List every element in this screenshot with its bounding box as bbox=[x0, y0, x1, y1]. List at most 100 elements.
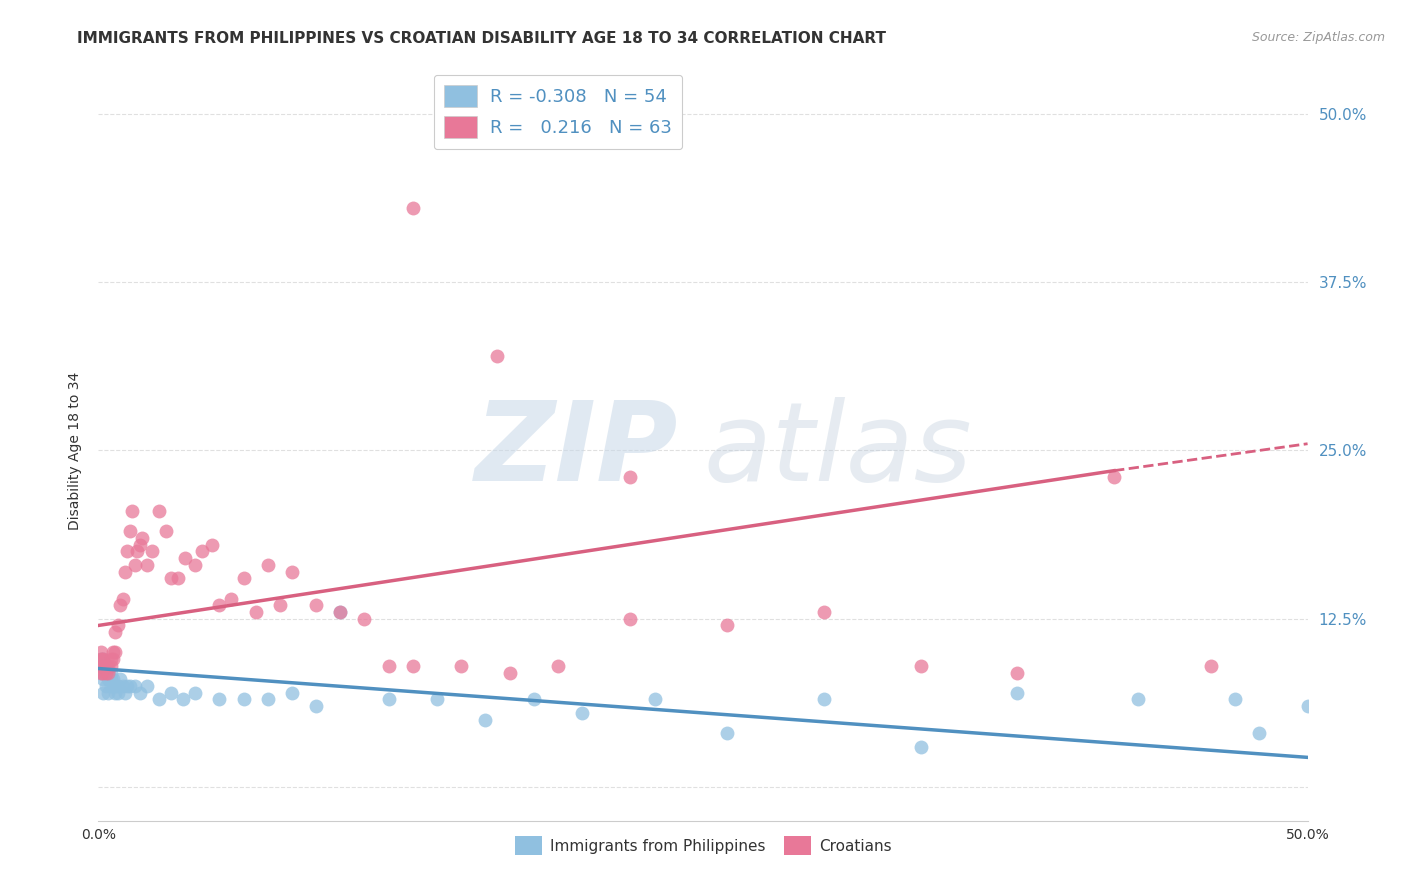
Point bbox=[91, 658, 114, 673]
Point bbox=[127, 544, 149, 558]
Point bbox=[148, 504, 170, 518]
Point bbox=[97, 673, 120, 687]
Point bbox=[101, 652, 124, 666]
Point bbox=[232, 571, 254, 585]
Point bbox=[184, 558, 207, 572]
Point bbox=[619, 612, 641, 626]
Point bbox=[94, 658, 117, 673]
Point bbox=[910, 658, 932, 673]
Y-axis label: Disability Age 18 to 34: Disability Age 18 to 34 bbox=[69, 371, 83, 530]
Text: atlas: atlas bbox=[703, 397, 972, 504]
Point bbox=[97, 658, 120, 673]
Point bbox=[191, 544, 214, 558]
Text: Source: ZipAtlas.com: Source: ZipAtlas.com bbox=[1251, 31, 1385, 45]
Point bbox=[94, 658, 117, 673]
Point bbox=[118, 679, 141, 693]
Point bbox=[155, 524, 177, 539]
Point bbox=[104, 625, 127, 640]
Point bbox=[232, 692, 254, 706]
Point bbox=[329, 605, 352, 619]
Point bbox=[94, 679, 117, 693]
Point bbox=[184, 686, 207, 700]
Point bbox=[245, 605, 267, 619]
Point bbox=[1007, 686, 1029, 700]
Point bbox=[90, 652, 112, 666]
Point bbox=[160, 686, 183, 700]
Point bbox=[117, 544, 139, 558]
Point bbox=[91, 665, 114, 680]
Point bbox=[111, 591, 134, 606]
Point bbox=[90, 645, 112, 659]
Point bbox=[104, 686, 127, 700]
Point bbox=[131, 531, 153, 545]
Text: ZIP: ZIP bbox=[475, 397, 679, 504]
Point bbox=[486, 349, 509, 363]
Point bbox=[547, 658, 569, 673]
Point bbox=[117, 679, 139, 693]
Point bbox=[1102, 470, 1125, 484]
Point bbox=[1007, 665, 1029, 680]
Point bbox=[100, 652, 122, 666]
Point bbox=[124, 558, 146, 572]
Point bbox=[107, 679, 129, 693]
Point bbox=[167, 571, 190, 585]
Point bbox=[426, 692, 449, 706]
Point bbox=[100, 679, 122, 693]
Point bbox=[100, 673, 122, 687]
Point bbox=[174, 551, 197, 566]
Point bbox=[1128, 692, 1150, 706]
Point bbox=[97, 686, 120, 700]
Point bbox=[450, 658, 472, 673]
Point bbox=[256, 692, 278, 706]
Point bbox=[135, 558, 157, 572]
Point bbox=[90, 658, 112, 673]
Point bbox=[101, 673, 124, 687]
Point bbox=[221, 591, 243, 606]
Point bbox=[305, 699, 328, 714]
Point bbox=[1199, 658, 1222, 673]
Point bbox=[90, 665, 112, 680]
Point bbox=[101, 645, 124, 659]
Point bbox=[281, 565, 304, 579]
Point bbox=[91, 686, 114, 700]
Point bbox=[1296, 699, 1319, 714]
Point bbox=[94, 665, 117, 680]
Point bbox=[124, 679, 146, 693]
Point bbox=[172, 692, 194, 706]
Point bbox=[111, 679, 134, 693]
Point bbox=[90, 658, 112, 673]
Point bbox=[114, 565, 136, 579]
Legend: Immigrants from Philippines, Croatians: Immigrants from Philippines, Croatians bbox=[509, 830, 897, 861]
Point bbox=[107, 618, 129, 632]
Point bbox=[474, 713, 496, 727]
Point bbox=[813, 605, 835, 619]
Point bbox=[121, 504, 143, 518]
Point bbox=[108, 599, 131, 613]
Point bbox=[377, 658, 399, 673]
Point bbox=[107, 686, 129, 700]
Point bbox=[91, 673, 114, 687]
Point bbox=[128, 686, 150, 700]
Point bbox=[256, 558, 278, 572]
Point bbox=[813, 692, 835, 706]
Point bbox=[498, 665, 520, 680]
Point bbox=[377, 692, 399, 706]
Point bbox=[716, 726, 738, 740]
Point bbox=[94, 665, 117, 680]
Point bbox=[91, 658, 114, 673]
Point bbox=[269, 599, 291, 613]
Point bbox=[108, 673, 131, 687]
Point bbox=[910, 739, 932, 754]
Point bbox=[100, 658, 122, 673]
Point bbox=[97, 665, 120, 680]
Point bbox=[716, 618, 738, 632]
Text: IMMIGRANTS FROM PHILIPPINES VS CROATIAN DISABILITY AGE 18 TO 34 CORRELATION CHAR: IMMIGRANTS FROM PHILIPPINES VS CROATIAN … bbox=[77, 31, 886, 46]
Point bbox=[208, 599, 231, 613]
Point bbox=[1223, 692, 1246, 706]
Point bbox=[160, 571, 183, 585]
Point bbox=[104, 679, 127, 693]
Point bbox=[353, 612, 375, 626]
Point bbox=[329, 605, 352, 619]
Point bbox=[201, 538, 224, 552]
Point bbox=[104, 645, 127, 659]
